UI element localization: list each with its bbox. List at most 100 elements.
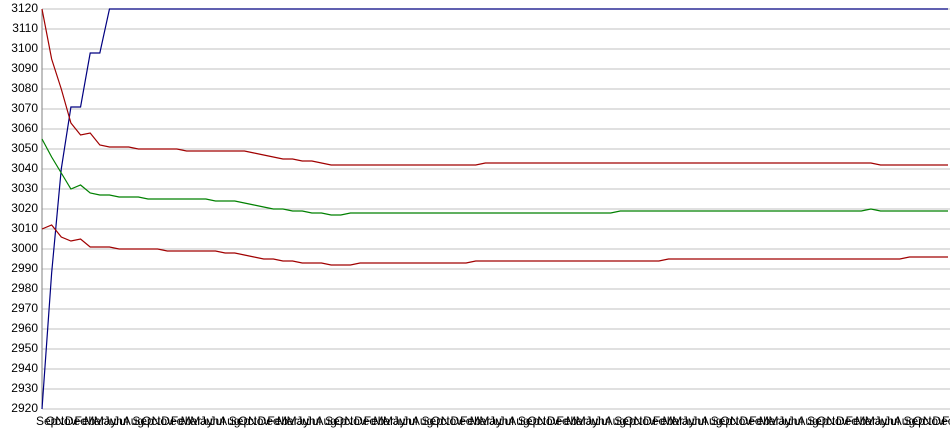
x-tick-label: Mar <box>855 414 876 428</box>
y-tick-label: 3040 <box>11 161 38 175</box>
y-tick-label: 2990 <box>11 261 38 275</box>
x-tick-label: Nov <box>923 414 944 428</box>
x-tick-label: Jul <box>113 414 128 428</box>
x-tick-label: Sep <box>36 414 58 428</box>
x-tick-label: Feb <box>460 414 481 428</box>
x-tick-label: Feb <box>75 414 96 428</box>
x-tick-label: May <box>769 414 792 428</box>
x-tick-label: May <box>576 414 599 428</box>
x-tick-label: Mar <box>277 414 298 428</box>
x-tick-label: Feb <box>749 414 770 428</box>
x-tick-label: Jul <box>499 414 514 428</box>
x-tick-label: Sep <box>614 414 636 428</box>
y-tick-label: 3020 <box>11 201 38 215</box>
y-tick-label: 2980 <box>11 281 38 295</box>
x-tick-label: May <box>865 414 888 428</box>
y-tick-label: 3080 <box>11 81 38 95</box>
x-tick-label: Mar <box>470 414 491 428</box>
y-tick-label: 3010 <box>11 221 38 235</box>
x-tick-label: Aug <box>894 414 915 428</box>
series-line <box>41 224 948 266</box>
y-tick-label: 3110 <box>12 21 38 35</box>
series-line <box>41 8 948 410</box>
x-tick-label: Aug <box>123 414 144 428</box>
x-tick-label: Jun <box>682 414 701 428</box>
x-tick-label: Jul <box>209 414 224 428</box>
x-tick-label: Nov <box>55 414 76 428</box>
y-tick-label: 3100 <box>11 41 38 55</box>
x-tick-label: Mar <box>373 414 394 428</box>
x-tick-label: Aug <box>605 414 626 428</box>
x-tick-label: May <box>383 414 406 428</box>
y-tick-label: 3030 <box>11 181 38 195</box>
x-tick-label: Aug <box>508 414 529 428</box>
x-tick-label: Sep <box>711 414 733 428</box>
x-tick-label: Mar <box>662 414 683 428</box>
x-tick-label: Jun <box>875 414 894 428</box>
x-tick-label: May <box>190 414 213 428</box>
x-tick-label: Dec <box>643 414 664 428</box>
x-tick-label: Jun <box>393 414 412 428</box>
x-tick-label: May <box>479 414 502 428</box>
x-tick-label: Nov <box>826 414 847 428</box>
x-tick-label: Aug <box>412 414 433 428</box>
x-tick-label: Jun <box>585 414 604 428</box>
x-tick-label: Mar <box>566 414 587 428</box>
x-tick-label: Aug <box>701 414 722 428</box>
x-tick-label: Nov <box>152 414 173 428</box>
y-tick-label: 2970 <box>11 301 38 315</box>
x-tick-label: Nov <box>248 414 269 428</box>
x-tick-label: Nov <box>634 414 655 428</box>
x-tick-label: Nov <box>537 414 558 428</box>
y-tick-label: 3060 <box>11 121 38 135</box>
y-tick-label: 3070 <box>11 101 38 115</box>
x-tick-label: Oct <box>720 414 739 428</box>
x-tick-label: Oct <box>431 414 450 428</box>
x-tick-label: Oct <box>238 414 257 428</box>
x-tick-label: Oct <box>624 414 643 428</box>
x-tick-label: Jul <box>402 414 417 428</box>
x-tick-label: Dec <box>932 414 950 428</box>
x-tick-label: Jun <box>103 414 122 428</box>
x-tick-label: Mar <box>759 414 780 428</box>
x-tick-label: Jun <box>296 414 315 428</box>
x-tick-label: May <box>287 414 310 428</box>
x-tick-label: Feb <box>846 414 867 428</box>
x-tick-label: Dec <box>161 414 182 428</box>
x-tick-label: Feb <box>653 414 674 428</box>
x-tick-label: Jul <box>306 414 321 428</box>
x-tick-label: Jun <box>489 414 508 428</box>
x-tick-label: Mar <box>181 414 202 428</box>
x-tick-label: Oct <box>817 414 836 428</box>
y-tick-label: 3090 <box>11 61 38 75</box>
series-line <box>41 138 948 216</box>
y-tick-label: 2940 <box>11 361 38 375</box>
x-tick-label: Feb <box>267 414 288 428</box>
x-tick-label: Mar <box>84 414 105 428</box>
x-tick-label: Sep <box>807 414 829 428</box>
x-tick-label: Aug <box>797 414 818 428</box>
x-tick-label: Nov <box>730 414 751 428</box>
y-tick-label: 2920 <box>11 401 38 415</box>
x-tick-label: Sep <box>325 414 347 428</box>
x-tick-label: Feb <box>942 414 950 428</box>
x-tick-label: Jul <box>691 414 706 428</box>
x-tick-label: Sep <box>903 414 925 428</box>
x-tick-label: Aug <box>316 414 337 428</box>
x-tick-label: Dec <box>258 414 279 428</box>
x-tick-label: Dec <box>836 414 857 428</box>
x-tick-label: Oct <box>335 414 354 428</box>
x-tick-label: Sep <box>229 414 251 428</box>
x-tick-label: Oct <box>913 414 932 428</box>
y-tick-label: 3050 <box>11 141 38 155</box>
x-tick-label: Jul <box>788 414 803 428</box>
x-tick-label: Jun <box>200 414 219 428</box>
y-tick-label: 2930 <box>11 381 38 395</box>
x-tick-label: Dec <box>65 414 86 428</box>
x-tick-label: Nov <box>344 414 365 428</box>
x-tick-label: Dec <box>354 414 375 428</box>
x-tick-label: Nov <box>441 414 462 428</box>
x-tick-label: Oct <box>46 414 65 428</box>
y-tick-label: 2950 <box>11 341 38 355</box>
